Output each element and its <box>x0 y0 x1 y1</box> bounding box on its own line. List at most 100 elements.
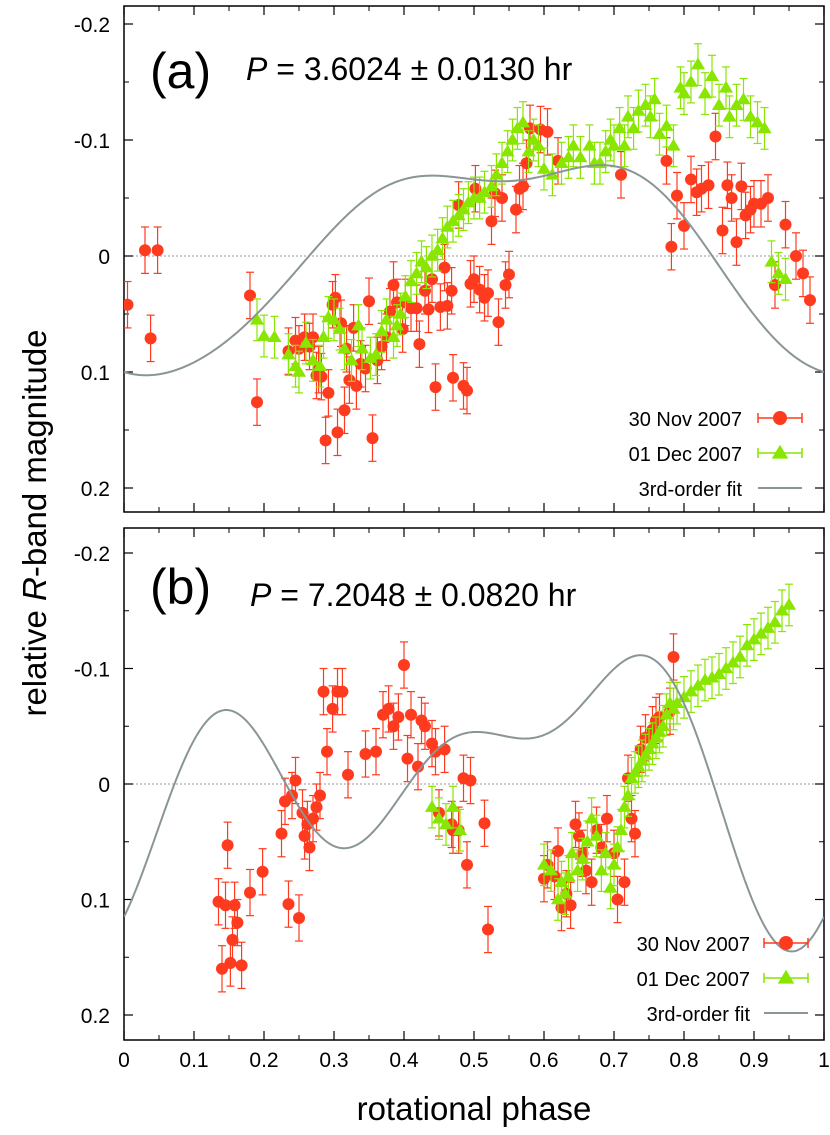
data-point <box>690 678 706 691</box>
data-point <box>298 335 314 348</box>
data-point <box>310 801 323 814</box>
data-point <box>256 328 272 341</box>
y-tick-label: 0 <box>98 246 110 269</box>
data-point <box>464 774 477 787</box>
data-point <box>743 109 758 122</box>
data-point <box>564 899 577 912</box>
data-point <box>221 839 234 852</box>
data-point <box>721 179 734 192</box>
data-point <box>564 846 580 859</box>
data-point <box>543 863 559 876</box>
data-point <box>244 886 256 899</box>
data-point <box>484 179 499 192</box>
data-point <box>515 115 531 128</box>
series-triangle <box>424 583 797 921</box>
x-tick-label: 1 <box>818 1049 830 1072</box>
data-point <box>777 969 795 984</box>
data-point <box>778 272 793 284</box>
data-point <box>139 244 151 257</box>
series-triangle <box>249 43 793 394</box>
data-point <box>231 916 244 929</box>
data-point <box>781 597 797 610</box>
y-ticks: -0.2 -0.1 0 0.1 0.2 <box>74 543 824 1028</box>
data-point <box>520 157 533 170</box>
data-point <box>456 202 471 215</box>
data-point <box>779 936 793 950</box>
x-tick-label: 0.1 <box>179 1049 208 1072</box>
y-tick-label: 0 <box>98 774 110 797</box>
y-tick-label: -0.1 <box>74 130 110 153</box>
period-symbol: P <box>250 577 272 613</box>
y-ticks: -0.2 -0.1 0 0.1 0.2 <box>74 14 824 501</box>
legend-label-fit: 3rd-order fit <box>647 1004 751 1026</box>
data-point <box>612 121 627 134</box>
data-point <box>307 331 319 344</box>
y-tick-label: -0.2 <box>74 14 110 37</box>
data-point <box>359 362 372 375</box>
legend-sample-dec01 <box>757 444 803 459</box>
data-point <box>289 774 302 787</box>
x-tick-label: 0.7 <box>599 1049 628 1072</box>
data-point <box>275 827 288 840</box>
x-tick-label: 0.2 <box>249 1049 278 1072</box>
data-point <box>536 857 552 870</box>
fit-curve <box>124 654 824 953</box>
data-point <box>659 119 674 131</box>
data-point <box>753 626 769 639</box>
data-point <box>438 817 454 830</box>
data-point <box>226 933 239 946</box>
data-point <box>321 745 333 758</box>
data-point <box>281 347 296 360</box>
data-point <box>338 404 351 417</box>
data-point <box>429 381 442 394</box>
data-point <box>631 103 646 116</box>
data-point <box>401 752 414 765</box>
data-point <box>598 846 613 859</box>
data-point <box>561 869 576 882</box>
data-point <box>552 844 564 857</box>
x-ticks <box>123 528 825 1040</box>
data-point <box>625 812 638 825</box>
data-point <box>804 294 816 307</box>
data-point <box>410 302 423 315</box>
x-ticks <box>123 6 825 512</box>
data-point <box>461 858 473 871</box>
data-point <box>379 312 394 325</box>
data-point <box>739 638 755 651</box>
data-point <box>413 338 426 351</box>
legend: 30 Nov 2007 01 Dec 2007 3rd-order fit <box>637 934 809 1026</box>
data-point <box>354 341 370 354</box>
data-point <box>216 962 228 975</box>
data-point <box>722 109 737 122</box>
y-tick-label: 0.2 <box>81 1005 110 1028</box>
data-point <box>342 768 354 781</box>
data-point <box>387 720 400 733</box>
y-tick-label: 0.2 <box>81 478 110 501</box>
legend-label-dec01: 01 Dec 2007 <box>629 444 742 466</box>
data-point <box>771 444 789 459</box>
data-point <box>582 138 597 151</box>
data-point <box>683 74 699 87</box>
data-point <box>678 219 690 232</box>
data-point <box>363 295 375 308</box>
legend-sample-nov30 <box>757 411 803 425</box>
data-point <box>566 138 581 151</box>
data-point <box>219 899 232 912</box>
data-point <box>704 670 720 683</box>
period-value: = 3.6024 ± 0.0130 hr <box>267 51 572 87</box>
data-point <box>412 760 424 773</box>
data-point <box>419 720 431 733</box>
x-tick-label: 0.8 <box>669 1049 698 1072</box>
x-tick-label: 0.5 <box>459 1049 488 1072</box>
period-label: P = 3.6024 ± 0.0130 hr <box>246 51 573 87</box>
data-point <box>419 260 434 273</box>
data-point <box>643 109 658 122</box>
data-point <box>382 702 395 715</box>
panel-a: -0.2 -0.1 0 0.1 0.2 (a) P = 3.6024 ± 0.0130 … <box>74 5 825 513</box>
data-point <box>350 379 363 392</box>
data-point <box>541 125 554 138</box>
plot-content <box>124 583 824 993</box>
data-point <box>326 702 339 715</box>
data-point <box>573 829 585 842</box>
